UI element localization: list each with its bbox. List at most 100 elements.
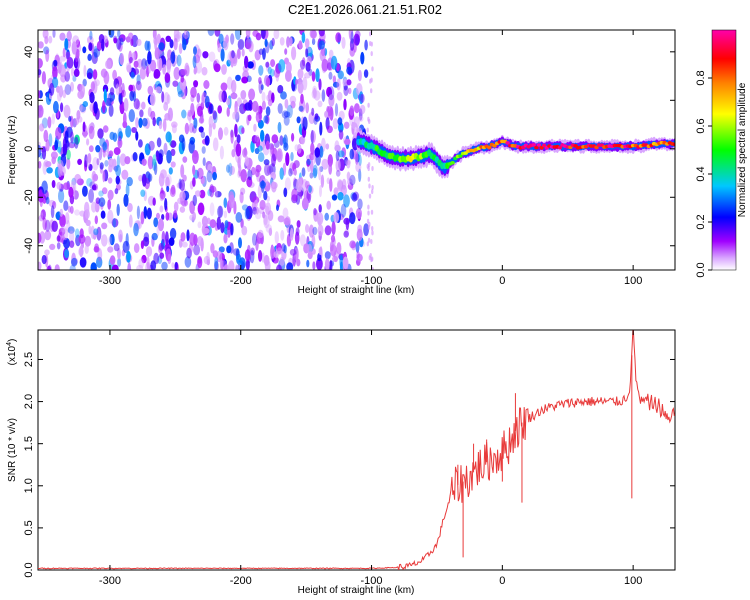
heatmap-cell — [193, 67, 197, 75]
colorbar-tick-label: 0.6 — [695, 118, 707, 133]
heatmap-cell — [111, 264, 119, 270]
heatmap-cell — [62, 143, 68, 156]
heatmap-cell — [41, 71, 47, 85]
ridge-cell — [536, 143, 542, 147]
heatmap-cell — [186, 229, 190, 242]
heatmap-cell — [112, 217, 117, 228]
heatmap-cell — [79, 257, 87, 268]
heatmap-cell — [350, 31, 354, 44]
heatmap-cell — [123, 98, 129, 112]
heatmap-cell — [296, 116, 301, 124]
heatmap-cell — [213, 63, 221, 73]
heatmap-cell — [40, 211, 44, 220]
spectrogram-x-label: Height of straight line (km) — [298, 285, 415, 296]
heatmap-cell — [141, 254, 147, 264]
heatmap-cell — [69, 230, 75, 243]
colorbar-gradient — [711, 29, 737, 271]
heatmap-cell — [286, 262, 294, 270]
heatmap-cell — [79, 103, 83, 112]
heatmap-cell — [204, 135, 210, 146]
heatmap-cell — [192, 55, 197, 69]
heatmap-cell — [315, 68, 320, 83]
heatmap-cell — [354, 151, 359, 165]
heatmap-cell — [38, 90, 41, 99]
heatmap-cell — [285, 70, 292, 82]
heatmap-cell — [334, 140, 340, 151]
heatmap-cell — [288, 36, 293, 47]
x-tick-label: 100 — [624, 275, 642, 287]
heatmap-cell — [336, 91, 343, 101]
heatmap-cell — [260, 129, 265, 142]
heatmap-cell — [232, 111, 237, 120]
heatmap-cell — [265, 61, 270, 68]
heatmap-cell — [174, 261, 178, 270]
heatmap-cell — [170, 184, 176, 195]
heatmap-cell — [116, 154, 120, 168]
heatmap-cell — [245, 38, 252, 50]
heatmap-cell — [101, 222, 108, 230]
heatmap-cell — [201, 215, 208, 228]
heatmap-cell — [209, 219, 217, 229]
heatmap-cell — [115, 164, 121, 177]
heatmap-cell — [237, 258, 243, 266]
heatmap-cell — [235, 212, 243, 223]
heatmap-cell — [91, 52, 98, 64]
heatmap-cell — [196, 167, 204, 180]
heatmap-cell — [79, 228, 84, 239]
heatmap-cell — [128, 109, 135, 123]
heatmap-cell — [324, 258, 330, 270]
heatmap-cell — [314, 147, 321, 158]
heatmap-cell — [267, 66, 272, 75]
heatmap-cell — [107, 177, 113, 184]
heatmap-cell — [258, 152, 265, 163]
heatmap-cell — [326, 177, 330, 185]
heatmap-cell — [201, 66, 208, 76]
heatmap-cell — [208, 123, 213, 137]
heatmap-cell — [271, 37, 275, 47]
heatmap-cell — [48, 35, 53, 44]
heatmap-cell — [281, 243, 286, 252]
heatmap-cell — [173, 66, 181, 80]
heatmap-cell — [325, 143, 330, 150]
ridge-cell — [557, 145, 563, 150]
heatmap-cell — [228, 162, 233, 177]
y-tick-label: 20 — [23, 94, 35, 106]
heatmap-cell — [79, 84, 85, 98]
heatmap-cell — [42, 217, 47, 231]
heatmap-cell — [142, 173, 147, 187]
heatmap-cell — [367, 237, 371, 243]
x-tick-label: -100 — [361, 575, 383, 587]
heatmap-cell — [273, 68, 281, 78]
snr-y-label: SNR (10 * v/v) — [7, 418, 18, 482]
heatmap-cell — [247, 114, 252, 122]
heatmap-cell — [257, 229, 264, 239]
heatmap-cell — [218, 127, 223, 140]
heatmap-cell — [108, 157, 114, 168]
heatmap-cell — [192, 165, 196, 176]
heatmap-cell — [346, 79, 352, 86]
heatmap-cell — [165, 174, 172, 186]
heatmap-cell — [223, 126, 229, 136]
heatmap-cell — [56, 181, 62, 190]
heatmap-cell — [306, 46, 313, 59]
y-tick-label: 40 — [23, 46, 35, 58]
heatmap-cell — [151, 158, 157, 171]
heatmap-cell — [89, 181, 96, 190]
heatmap-cell — [136, 264, 144, 270]
heatmap-cell — [355, 241, 360, 254]
heatmap-cell — [60, 225, 67, 233]
heatmap-cell — [72, 35, 80, 46]
heatmap-cell — [125, 125, 132, 138]
heatmap-cell — [283, 244, 287, 254]
heatmap-cell — [343, 230, 349, 238]
heatmap-cell — [147, 85, 154, 95]
heatmap-cell — [87, 153, 92, 164]
heatmap-cell — [103, 88, 107, 103]
heatmap-cell — [206, 251, 210, 264]
heatmap-cell — [119, 153, 127, 166]
heatmap-cell — [184, 122, 190, 135]
heatmap-cell — [53, 59, 58, 67]
heatmap-cell — [176, 54, 182, 67]
heatmap-cell — [168, 167, 173, 175]
heatmap-cell — [328, 71, 333, 80]
